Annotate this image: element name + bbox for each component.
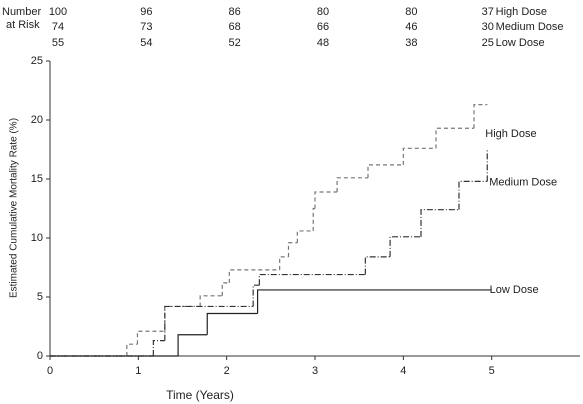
step-segment	[279, 256, 289, 270]
step-segment	[164, 305, 201, 332]
at-risk-count: 38	[405, 37, 417, 49]
at-risk-series: High Dose	[496, 6, 547, 18]
at-risk-count: 54	[140, 37, 152, 49]
series-label: Low Dose	[490, 284, 539, 296]
x-tick-label: 3	[312, 365, 318, 377]
y-tick-label: 5	[37, 291, 43, 303]
x-tick-label: 1	[135, 365, 141, 377]
at-risk-count: 73	[140, 21, 152, 33]
y-tick-label: 10	[31, 232, 43, 244]
at-risk-count: 68	[229, 21, 241, 33]
step-segment	[367, 164, 404, 178]
at-risk-count: 52	[229, 37, 241, 49]
at-risk-count: 66	[317, 21, 329, 33]
y-tick-label: 0	[37, 350, 43, 362]
series-label: High Dose	[485, 128, 536, 140]
step-segment	[364, 256, 391, 275]
step-segment	[287, 242, 298, 257]
at-risk-count: 48	[317, 37, 329, 49]
y-axis-title: Estimated Cumulative Mortality Rate (%)	[9, 118, 20, 298]
step-segment	[126, 343, 138, 356]
step-segment	[136, 330, 165, 345]
y-tick-label: 15	[31, 173, 43, 185]
at-risk-count: 37	[482, 6, 494, 18]
at-risk-count: 55	[52, 37, 64, 49]
at-risk-count: 80	[405, 6, 417, 18]
at-risk-label: at Risk	[6, 19, 40, 31]
at-risk-count: 25	[482, 37, 494, 49]
step-segment	[164, 305, 254, 341]
at-risk-series: Low Dose	[496, 37, 545, 49]
step-segment	[256, 289, 492, 314]
step-segment	[473, 104, 488, 129]
at-risk-label: Number	[2, 6, 41, 18]
step-segment	[258, 273, 366, 286]
step-segment	[458, 180, 488, 210]
x-tick-label: 5	[489, 365, 495, 377]
at-risk-count: 100	[49, 6, 67, 18]
step-segment	[389, 236, 421, 257]
series-label: Medium Dose	[489, 176, 557, 188]
x-axis-title: Time (Years)	[166, 388, 234, 402]
at-risk-count: 80	[317, 6, 329, 18]
step-segment	[252, 284, 260, 307]
y-tick-label: 20	[31, 114, 43, 126]
step-segment	[221, 282, 230, 296]
at-risk-count: 46	[405, 21, 417, 33]
step-segment	[296, 230, 314, 243]
step-segment	[177, 334, 208, 356]
step-segment	[152, 340, 165, 356]
at-risk-count: 74	[52, 21, 64, 33]
step-segment	[312, 207, 315, 231]
step-segment	[336, 177, 368, 192]
y-tick-label: 25	[31, 55, 43, 67]
at-risk-count: 96	[140, 6, 152, 18]
x-tick-label: 4	[400, 365, 406, 377]
step-segment	[402, 147, 437, 165]
step-segment	[314, 191, 338, 209]
step-segment	[206, 312, 258, 335]
step-segment	[228, 269, 280, 283]
x-tick-label: 0	[47, 365, 53, 377]
step-segment	[199, 295, 223, 307]
step-segment	[435, 127, 474, 149]
at-risk-count: 30	[482, 21, 494, 33]
x-tick-label: 2	[224, 365, 230, 377]
step-segment	[420, 209, 459, 237]
at-risk-count: 86	[229, 6, 241, 18]
at-risk-series: Medium Dose	[496, 21, 564, 33]
